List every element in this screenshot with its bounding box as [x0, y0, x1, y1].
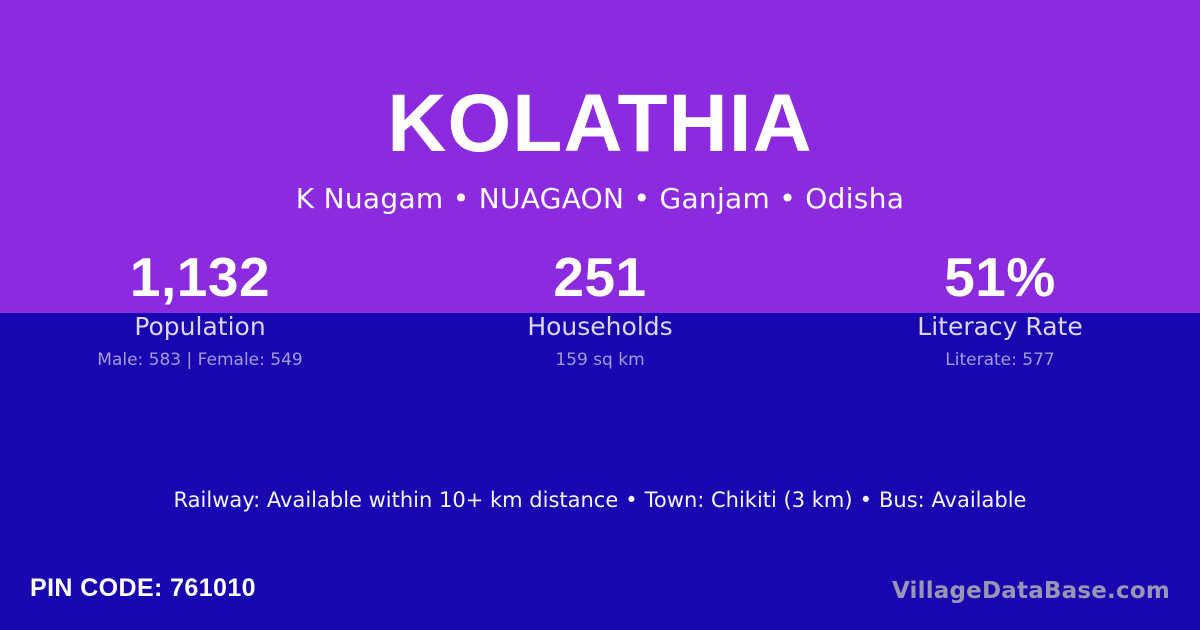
stats-row: 1,132 Population Male: 583 | Female: 549…: [0, 248, 1200, 378]
site-brand: VillageDataBase.com: [891, 578, 1170, 604]
amenity-separator: •: [625, 488, 638, 512]
stat-label: Literacy Rate: [917, 312, 1083, 341]
stat-value: 51%: [944, 246, 1056, 308]
stat-label: Households: [527, 312, 673, 341]
amenity-railway: Railway: Available within 10+ km distanc…: [173, 488, 619, 512]
stat-value: 1,132: [129, 246, 271, 308]
stat-households: 251 Households 159 sq km: [400, 248, 800, 378]
stat-sublabel: Literate: 577: [945, 350, 1055, 370]
location-breadcrumb: K Nuagam • NUAGAON • Ganjam • Odisha: [295, 182, 905, 215]
stat-literacy-rate: 51% Literacy Rate Literate: 577: [800, 248, 1200, 378]
stat-value: 251: [553, 246, 647, 308]
pin-code: PIN CODE: 761010: [30, 574, 256, 602]
stat-population: 1,132 Population Male: 583 | Female: 549: [0, 248, 400, 378]
stat-sublabel: 159 sq km: [555, 350, 645, 370]
header-band: [0, 0, 1200, 313]
stat-sublabel: Male: 583 | Female: 549: [97, 350, 303, 370]
amenity-separator: •: [859, 488, 872, 512]
amenity-town: Town: Chikiti (3 km): [644, 488, 853, 512]
amenity-bus: Bus: Available: [878, 488, 1027, 512]
village-title: KOLATHIA: [387, 78, 813, 169]
amenities-line: Railway: Available within 10+ km distanc…: [0, 486, 1200, 514]
stat-label: Population: [134, 312, 266, 341]
